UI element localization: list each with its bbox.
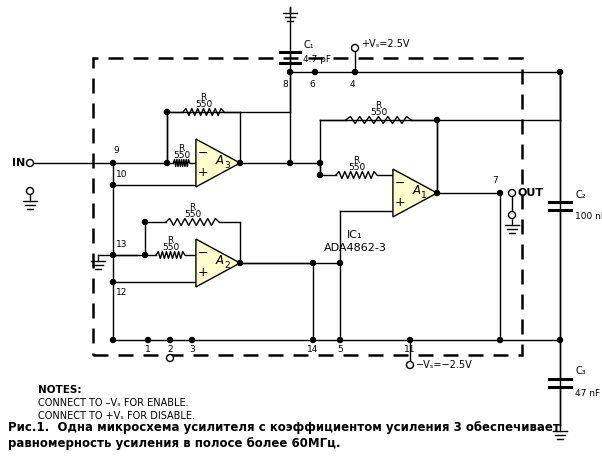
Circle shape (26, 159, 34, 167)
Text: Рис.1.  Одна микросхема усилителя с коэффициентом усиления 3 обеспечивает: Рис.1. Одна микросхема усилителя с коэфф… (8, 420, 560, 433)
Circle shape (497, 337, 503, 342)
Circle shape (288, 161, 293, 166)
Text: 1: 1 (421, 191, 427, 201)
Circle shape (352, 45, 359, 51)
Text: 9: 9 (113, 146, 119, 155)
Text: 11: 11 (405, 345, 416, 354)
Text: 550: 550 (173, 151, 190, 160)
Text: −Vₛ=−2.5V: −Vₛ=−2.5V (416, 360, 473, 370)
Text: 5: 5 (337, 345, 343, 354)
Text: C₁: C₁ (303, 40, 314, 50)
Circle shape (238, 161, 243, 166)
Text: 2: 2 (167, 345, 173, 354)
Text: 7: 7 (492, 176, 498, 185)
Circle shape (317, 161, 323, 166)
Text: 8: 8 (282, 80, 288, 89)
Circle shape (167, 354, 173, 362)
Text: R: R (178, 144, 185, 153)
Circle shape (311, 337, 315, 342)
Circle shape (509, 190, 515, 196)
Text: 2: 2 (224, 262, 230, 270)
Circle shape (406, 362, 414, 369)
Text: R: R (353, 156, 359, 165)
Text: 100 nF: 100 nF (575, 212, 602, 221)
Circle shape (111, 337, 116, 342)
Circle shape (111, 252, 116, 257)
Circle shape (509, 212, 515, 218)
Circle shape (338, 261, 343, 265)
Circle shape (111, 183, 116, 187)
Circle shape (311, 261, 315, 265)
Circle shape (497, 190, 503, 196)
Text: OUT: OUT (518, 188, 544, 198)
Text: C₂: C₂ (575, 190, 586, 200)
Text: 13: 13 (116, 240, 128, 249)
Text: 4.7 pF: 4.7 pF (303, 55, 331, 64)
Text: 3: 3 (224, 162, 230, 170)
Circle shape (143, 252, 147, 257)
Circle shape (353, 69, 358, 74)
Circle shape (435, 190, 439, 196)
Text: R: R (167, 236, 173, 245)
Circle shape (164, 110, 170, 114)
Text: 550: 550 (195, 100, 212, 109)
Circle shape (143, 219, 147, 224)
Text: A: A (216, 254, 224, 268)
Text: 550: 550 (370, 108, 387, 117)
Polygon shape (393, 169, 437, 217)
Circle shape (238, 261, 243, 265)
Text: 550: 550 (184, 210, 201, 219)
Circle shape (317, 173, 323, 178)
Text: 12: 12 (116, 288, 128, 297)
Text: +Vₛ=2.5V: +Vₛ=2.5V (361, 39, 409, 49)
Text: 47 nF: 47 nF (575, 388, 600, 397)
Circle shape (146, 337, 150, 342)
Text: R: R (376, 101, 382, 110)
Text: R: R (190, 203, 196, 212)
Circle shape (557, 69, 562, 74)
Circle shape (338, 337, 343, 342)
Text: C₃: C₃ (575, 366, 586, 376)
Circle shape (190, 337, 194, 342)
Circle shape (111, 161, 116, 166)
Circle shape (164, 110, 170, 114)
Text: 6: 6 (309, 80, 315, 89)
Polygon shape (196, 239, 240, 287)
Text: −: − (395, 177, 405, 190)
Text: −: − (197, 247, 208, 260)
Bar (93, 58, 522, 355)
Polygon shape (196, 139, 240, 187)
Circle shape (288, 69, 293, 74)
Text: −: − (197, 147, 208, 160)
Circle shape (111, 280, 116, 285)
Text: 14: 14 (307, 345, 318, 354)
Circle shape (167, 337, 173, 342)
Text: IC₁: IC₁ (347, 230, 363, 240)
Text: равномерность усиления в полосе более 60МГц.: равномерность усиления в полосе более 60… (8, 437, 341, 449)
Circle shape (312, 69, 317, 74)
Text: NOTES:: NOTES: (38, 385, 81, 395)
Text: CONNECT TO +Vₛ FOR DISABLE.: CONNECT TO +Vₛ FOR DISABLE. (38, 411, 195, 421)
Text: +: + (197, 166, 208, 179)
Text: 550: 550 (348, 163, 365, 172)
Text: 4: 4 (349, 80, 355, 89)
Text: 3: 3 (189, 345, 195, 354)
Circle shape (557, 337, 562, 342)
Text: +: + (197, 266, 208, 279)
Text: ADA4862-3: ADA4862-3 (323, 243, 386, 253)
Text: A: A (216, 155, 224, 168)
Text: 1: 1 (145, 345, 151, 354)
Text: A: A (413, 185, 421, 197)
Text: CONNECT TO –Vₛ FOR ENABLE.: CONNECT TO –Vₛ FOR ENABLE. (38, 398, 188, 408)
Text: 10: 10 (116, 170, 128, 179)
Text: IN: IN (12, 158, 25, 168)
Circle shape (435, 118, 439, 123)
Text: +: + (394, 196, 405, 209)
Text: 550: 550 (162, 243, 179, 252)
Circle shape (164, 161, 170, 166)
Text: R: R (200, 93, 206, 102)
Circle shape (26, 187, 34, 195)
Circle shape (408, 337, 412, 342)
